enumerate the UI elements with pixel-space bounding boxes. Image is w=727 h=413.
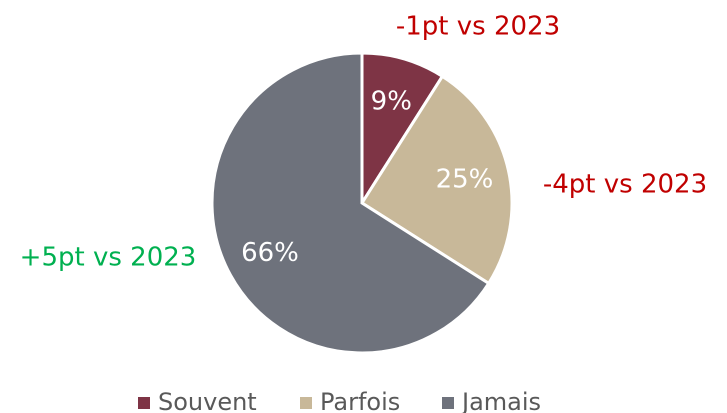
legend-swatch <box>138 397 150 409</box>
data-label: 9% <box>371 87 412 117</box>
data-label: 66% <box>241 238 299 268</box>
annotation: -4pt vs 2023 <box>543 170 707 200</box>
data-label: 25% <box>436 165 494 195</box>
legend-label: Souvent <box>158 388 257 413</box>
legend-swatch <box>442 397 454 409</box>
legend-swatch <box>300 397 312 409</box>
pie-slice <box>210 51 491 355</box>
legend-label: Parfois <box>320 388 400 413</box>
pie-slice <box>360 51 445 209</box>
pie-slice <box>359 74 514 286</box>
annotation: +5pt vs 2023 <box>20 243 197 273</box>
annotation: -1pt vs 2023 <box>396 12 560 42</box>
legend-label: Jamais <box>460 388 541 413</box>
